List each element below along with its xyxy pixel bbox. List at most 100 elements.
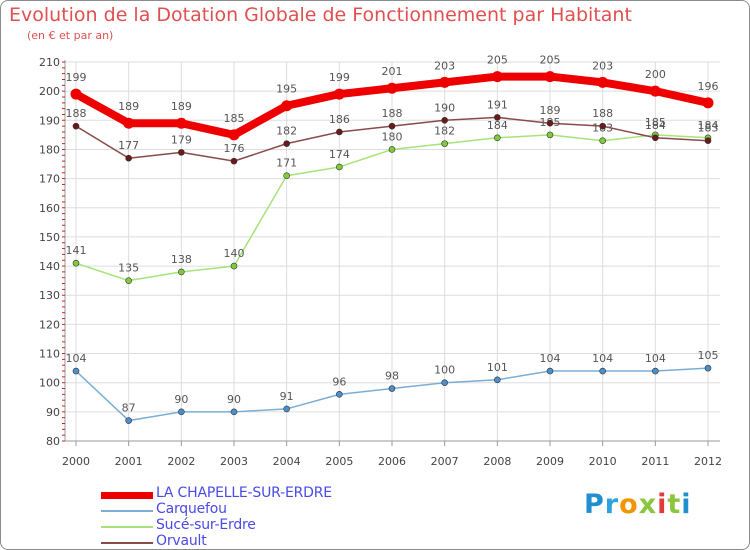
- data-label: 91: [280, 390, 294, 403]
- data-label: 196: [698, 80, 719, 93]
- data-label: 195: [276, 83, 297, 96]
- x-tick-label: 2007: [431, 455, 459, 468]
- data-label: 105: [698, 349, 719, 362]
- data-label: 205: [487, 54, 508, 67]
- data-point: [125, 154, 132, 162]
- y-tick-label: 200: [39, 85, 60, 98]
- data-label: 179: [171, 133, 192, 146]
- data-point: [494, 134, 501, 142]
- data-label: 188: [382, 107, 403, 120]
- data-label: 140: [224, 247, 245, 260]
- y-tick-label: 150: [39, 231, 60, 244]
- data-point: [704, 137, 712, 145]
- data-label: 177: [118, 139, 139, 152]
- data-label: 185: [645, 116, 666, 129]
- chart-subtitle: (en € et par an): [27, 29, 114, 42]
- data-point: [281, 100, 293, 112]
- data-point: [546, 131, 554, 139]
- y-tick-label: 110: [39, 348, 60, 361]
- data-point: [283, 405, 290, 413]
- data-point: [388, 385, 396, 392]
- data-label: 205: [540, 54, 561, 67]
- data-label: 200: [645, 68, 666, 81]
- data-point: [125, 417, 132, 424]
- x-tick-label: 2006: [378, 455, 406, 468]
- data-point: [175, 117, 187, 129]
- data-point: [336, 163, 343, 171]
- data-point: [230, 262, 238, 270]
- data-label: 176: [224, 142, 245, 155]
- data-label: 185: [224, 112, 245, 125]
- data-point: [546, 119, 554, 127]
- logo-letter: x: [638, 489, 658, 520]
- x-tick-label: 2004: [273, 455, 301, 468]
- logo-letter: P: [584, 489, 605, 520]
- data-point: [441, 379, 448, 386]
- data-label: 203: [434, 59, 455, 72]
- data-point: [388, 122, 396, 130]
- data-label: 191: [487, 98, 508, 111]
- data-point: [283, 140, 290, 147]
- data-label: 186: [329, 113, 350, 126]
- data-label: 184: [698, 119, 719, 132]
- data-label: 182: [434, 125, 455, 138]
- x-tick-label: 2002: [167, 455, 195, 468]
- data-point: [599, 122, 606, 130]
- data-label: 189: [118, 100, 139, 113]
- logo-letter: o: [619, 489, 639, 520]
- y-tick-label: 130: [39, 289, 60, 302]
- data-label: 184: [487, 119, 508, 132]
- logo-letter: i: [657, 489, 668, 520]
- y-tick-label: 210: [39, 56, 60, 69]
- data-point: [597, 76, 609, 88]
- data-point: [178, 149, 185, 156]
- data-label: 135: [118, 262, 139, 275]
- y-tick-label: 120: [39, 318, 60, 331]
- data-label: 183: [698, 122, 719, 135]
- data-label: 201: [382, 65, 403, 78]
- y-tick-label: 170: [39, 173, 60, 186]
- data-label: 190: [434, 101, 455, 114]
- data-point: [704, 364, 712, 372]
- data-point: [599, 367, 606, 375]
- data-point: [228, 129, 240, 141]
- data-label: 90: [227, 393, 241, 406]
- x-tick-label: 2003: [220, 455, 248, 468]
- data-point: [441, 117, 448, 124]
- y-tick-label: 160: [39, 202, 60, 215]
- data-label: 104: [645, 352, 666, 365]
- data-label: 174: [329, 148, 350, 161]
- data-point: [333, 88, 345, 100]
- x-tick-label: 2005: [325, 455, 353, 468]
- data-point: [546, 367, 554, 375]
- data-label: 199: [329, 71, 350, 84]
- chart-title: Evolution de la Dotation Globale de Fonc…: [9, 4, 632, 26]
- data-label: 184: [645, 119, 666, 132]
- data-point: [652, 134, 659, 142]
- data-point: [491, 71, 503, 83]
- legend-label-suce-sur-erdre: Sucé-sur-Erdre: [156, 517, 256, 533]
- data-point: [494, 114, 501, 121]
- legend-label-carquefou: Carquefou: [156, 501, 227, 517]
- data-label: 188: [592, 107, 613, 120]
- data-point: [178, 408, 185, 416]
- data-label: 189: [540, 104, 561, 117]
- y-tick-label: 190: [39, 114, 60, 127]
- data-point: [439, 76, 451, 88]
- data-label: 98: [385, 370, 399, 383]
- data-label: 104: [592, 352, 613, 365]
- data-label: 188: [66, 107, 87, 120]
- proxiti-logo: Proxiti: [584, 489, 692, 520]
- data-label: 180: [382, 130, 403, 143]
- data-point: [388, 146, 396, 153]
- data-point: [441, 140, 448, 147]
- logo-letter: i: [681, 489, 692, 520]
- data-label: 203: [592, 59, 613, 72]
- data-point: [386, 82, 398, 94]
- legend-swatch-la-chapelle: [101, 492, 153, 499]
- data-label: 96: [332, 375, 346, 388]
- data-label: 138: [171, 253, 192, 266]
- data-point: [230, 157, 238, 165]
